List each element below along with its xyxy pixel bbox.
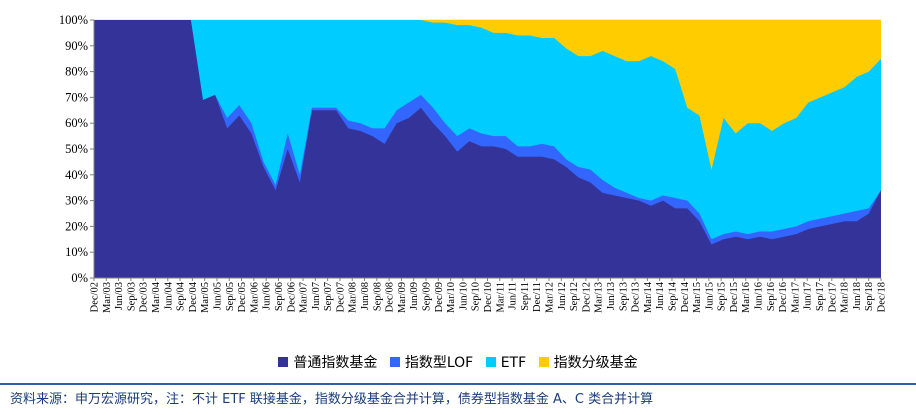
legend-item-s1: 指数型LOF xyxy=(389,352,474,372)
x-tick-label: Dec/17 xyxy=(827,282,838,312)
legend-label-s0: 普通指数基金 xyxy=(293,355,378,371)
x-tick-label: Jun/09 xyxy=(409,282,420,310)
x-tick-label: Sep/13 xyxy=(618,282,629,311)
y-tick-labels: 0% 10% 20% 30% 40% 50% 60% 70% 80% 90% 100% xyxy=(59,13,94,285)
x-tick-label: Mar/07 xyxy=(299,282,310,313)
x-tick-label: Jun/17 xyxy=(803,282,814,310)
legend-label-s2: ETF xyxy=(500,355,527,371)
x-tick-label: Dec/03 xyxy=(139,282,150,312)
x-tick-label: Sep/08 xyxy=(372,282,383,311)
y-tick-label: 0% xyxy=(71,271,88,285)
legend-item-s2: ETF xyxy=(485,355,527,371)
legend-swatch-s2 xyxy=(485,357,496,367)
x-tick-label: Dec/09 xyxy=(434,282,445,312)
x-tick-label: Sep/12 xyxy=(569,282,580,311)
x-tick-label: Mar/16 xyxy=(741,282,752,313)
x-tick-label: Jun/15 xyxy=(704,282,715,310)
x-tick-label: Dec/11 xyxy=(532,282,543,312)
x-tick-label: Mar/08 xyxy=(348,282,359,313)
x-tick-label: Sep/17 xyxy=(815,282,826,311)
legend-swatch-s0 xyxy=(278,357,289,367)
x-tick-label: Dec/06 xyxy=(286,282,297,312)
y-tick-label: 90% xyxy=(65,39,88,53)
legend-swatch-s1 xyxy=(389,357,400,367)
legend-item-s3: 指数分级基金 xyxy=(538,352,638,372)
x-tick-label: Sep/16 xyxy=(766,282,777,311)
x-tick-label: Jun/14 xyxy=(655,281,666,310)
y-tick-label: 40% xyxy=(65,168,88,182)
x-tick-label: Sep/07 xyxy=(323,282,334,311)
x-tick-label: Sep/14 xyxy=(667,281,678,311)
x-tick-label: Mar/13 xyxy=(594,282,605,313)
y-tick-label: 80% xyxy=(65,65,88,79)
stacked-area-chart: 0% 10% 20% 30% 40% 50% 60% 70% 80% 90% 100% Dec/02… xyxy=(59,13,888,313)
x-tick-label: Jun/13 xyxy=(606,282,617,310)
x-tick-label: Dec/15 xyxy=(729,282,740,312)
x-tick-label: Sep/15 xyxy=(717,282,728,311)
y-tick-label: 10% xyxy=(65,245,88,259)
x-tick-label: Mar/03 xyxy=(102,282,113,313)
x-tick-label: Mar/06 xyxy=(249,282,260,313)
x-tick-label: Mar/12 xyxy=(544,282,555,313)
legend: 普通指数基金 指数型LOF ETF 指数分级基金 xyxy=(0,352,916,372)
source-note: 资料来源：申万宏源研究，注：不计 ETF 联接基金，指数分级基金合并计算，债券型… xyxy=(0,383,916,415)
x-tick-label: Mar/18 xyxy=(840,282,851,313)
x-tick-label: Dec/02 xyxy=(90,282,101,312)
y-tick-label: 100% xyxy=(59,13,88,27)
x-tick-label: Dec/14 xyxy=(680,281,691,312)
x-tick-label: Mar/05 xyxy=(200,282,211,313)
area-series-0 xyxy=(94,20,881,278)
x-tick-label: Jun/06 xyxy=(262,282,273,310)
x-tick-label: Sep/18 xyxy=(864,282,875,311)
x-tick-label: Sep/04 xyxy=(176,281,187,311)
x-tick-label: Mar/15 xyxy=(692,282,703,313)
y-tick-label: 20% xyxy=(65,219,88,233)
x-tick-label: Jun/18 xyxy=(852,282,863,310)
x-tick-label: Dec/08 xyxy=(385,282,396,312)
x-tick-label: Mar/04 xyxy=(151,281,162,313)
x-tick-label: Mar/10 xyxy=(446,282,457,313)
x-tick-label: Jun/07 xyxy=(311,282,322,310)
x-tick-label: Dec/07 xyxy=(335,282,346,312)
y-tick-label: 60% xyxy=(65,116,88,130)
x-tick-label: Jun/10 xyxy=(458,282,469,310)
x-tick-labels: Dec/02 Mar/03 Jun/03 Sep/03 Dec/03 Mar/04 Jun/… xyxy=(90,278,888,313)
x-tick-label: Dec/16 xyxy=(778,282,789,312)
x-tick-label: Jun/08 xyxy=(360,282,371,310)
legend-label-s3: 指数分级基金 xyxy=(553,355,638,371)
legend-swatch-s3 xyxy=(538,357,549,367)
y-tick-label: 50% xyxy=(65,142,88,156)
x-tick-label: Sep/06 xyxy=(274,282,285,311)
x-tick-label: Jun/03 xyxy=(114,282,125,310)
y-tick-label: 30% xyxy=(65,194,88,208)
x-tick-label: Sep/05 xyxy=(225,282,236,311)
x-tick-label: Sep/11 xyxy=(520,282,531,311)
x-tick-label: Dec/04 xyxy=(188,281,199,312)
x-tick-label: Dec/05 xyxy=(237,282,248,312)
x-tick-label: Dec/13 xyxy=(631,282,642,312)
x-tick-label: Dec/10 xyxy=(483,282,494,312)
x-tick-label: Mar/17 xyxy=(790,282,801,313)
x-tick-label: Jun/05 xyxy=(212,282,223,310)
x-tick-label: Dec/18 xyxy=(877,282,888,312)
x-tick-label: Jun/12 xyxy=(557,282,568,310)
x-tick-label: Mar/14 xyxy=(643,281,654,313)
x-tick-label: Sep/10 xyxy=(471,282,482,311)
x-tick-label: Mar/09 xyxy=(397,282,408,313)
x-tick-label: Sep/03 xyxy=(126,282,137,311)
x-tick-label: Sep/09 xyxy=(422,282,433,311)
x-tick-label: Jun/16 xyxy=(754,282,765,310)
x-tick-label: Jun/04 xyxy=(163,281,174,310)
area-series xyxy=(94,20,881,278)
y-tick-label: 70% xyxy=(65,90,88,104)
x-tick-label: Mar/11 xyxy=(495,282,506,313)
legend-item-s0: 普通指数基金 xyxy=(278,352,377,372)
x-tick-label: Dec/12 xyxy=(581,282,592,312)
legend-label-s1: 指数型LOF xyxy=(404,355,474,371)
x-tick-label: Jun/11 xyxy=(508,282,519,310)
